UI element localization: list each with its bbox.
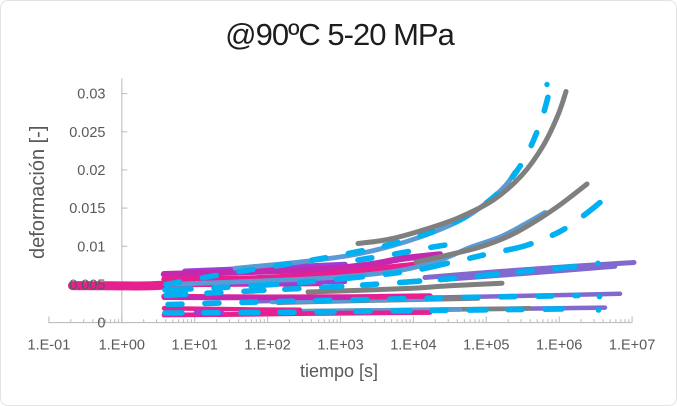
svg-text:deformación [-]: deformación [-] [27, 126, 49, 259]
svg-text:0.03: 0.03 [77, 87, 105, 103]
svg-text:1.E+01: 1.E+01 [172, 338, 218, 354]
svg-text:1.E+00: 1.E+00 [99, 338, 145, 354]
svg-text:@90ºC 5-20 MPa: @90ºC 5-20 MPa [225, 17, 455, 52]
svg-text:1.E+03: 1.E+03 [317, 338, 363, 354]
svg-text:1.E-01: 1.E-01 [28, 338, 71, 354]
svg-text:1.E+06: 1.E+06 [536, 338, 582, 354]
svg-text:0.02: 0.02 [77, 163, 105, 179]
svg-text:0: 0 [97, 316, 105, 332]
svg-text:0.005: 0.005 [69, 277, 105, 293]
svg-text:1.E+02: 1.E+02 [244, 338, 290, 354]
svg-text:0.025: 0.025 [69, 125, 105, 141]
svg-text:0.01: 0.01 [77, 239, 105, 255]
svg-text:1.E+04: 1.E+04 [390, 338, 436, 354]
svg-text:1.E+07: 1.E+07 [609, 338, 655, 354]
svg-text:0.015: 0.015 [69, 201, 105, 217]
svg-text:1.E+05: 1.E+05 [463, 338, 509, 354]
svg-text:tiempo [s]: tiempo [s] [300, 361, 378, 381]
